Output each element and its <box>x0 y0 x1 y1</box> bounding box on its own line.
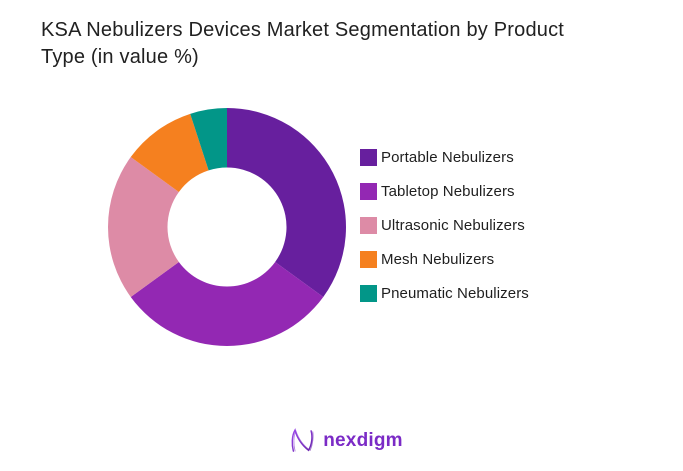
nexdigm-logo-text: nexdigm <box>323 430 403 451</box>
chart-title: KSA Nebulizers Devices Market Segmentati… <box>41 17 564 71</box>
legend-label: Pneumatic Nebulizers <box>381 285 529 302</box>
brand-footer: nexdigm <box>5 427 683 455</box>
legend-swatch <box>360 183 377 200</box>
nexdigm-logo-icon <box>290 427 317 455</box>
donut-slice-tabletop-nebulizers <box>130 261 324 346</box>
chart-title-line2: Type (in value %) <box>41 46 199 68</box>
legend-label: Tabletop Nebulizers <box>381 183 515 200</box>
legend-swatch <box>360 251 377 268</box>
legend-item: Pneumatic Nebulizers <box>360 285 529 302</box>
legend-label: Portable Nebulizers <box>381 149 514 166</box>
chart-legend: Portable Nebulizers Tabletop Nebulizers Ul… <box>360 149 529 319</box>
donut-slice-portable-nebulizers <box>227 108 346 297</box>
donut-chart <box>107 107 347 347</box>
donut-slice-pneumatic-nebulizers <box>190 108 227 171</box>
legend-item: Tabletop Nebulizers <box>360 183 529 200</box>
donut-slice-mesh-nebulizers <box>130 113 209 193</box>
legend-label: Ultrasonic Nebulizers <box>381 217 525 234</box>
legend-item: Mesh Nebulizers <box>360 251 529 268</box>
legend-swatch <box>360 285 377 302</box>
donut-slice-ultrasonic-nebulizers <box>108 157 179 297</box>
legend-swatch <box>360 149 377 166</box>
legend-item: Ultrasonic Nebulizers <box>360 217 529 234</box>
legend-label: Mesh Nebulizers <box>381 251 495 268</box>
chart-title-line1: KSA Nebulizers Devices Market Segmentati… <box>41 19 565 41</box>
legend-swatch <box>360 217 377 234</box>
legend-item: Portable Nebulizers <box>360 149 529 166</box>
donut-chart-svg <box>108 108 346 346</box>
